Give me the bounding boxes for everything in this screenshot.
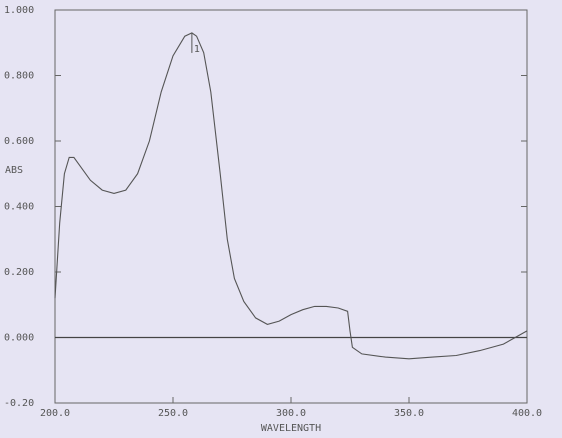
y-tick-label: 0.600 (4, 136, 34, 147)
y-axis-label: ABS (5, 165, 23, 176)
y-tick-label: 0.000 (4, 333, 34, 344)
y-tick-label: -0.20 (4, 398, 34, 409)
y-tick-label: 0.800 (4, 71, 34, 82)
x-axis-label: WAVELENGTH (261, 423, 321, 434)
spectrum-line (54, 32, 528, 360)
y-tick-label: 1.000 (4, 5, 34, 16)
plot-frame (54, 9, 528, 404)
x-tick-label: 400.0 (512, 408, 542, 419)
peak-label: 1 (194, 44, 200, 55)
x-tick-label: 350.0 (394, 408, 424, 419)
x-tick-label: 200.0 (40, 408, 70, 419)
y-tick-label: 0.200 (4, 267, 34, 278)
y-tick-label: 0.400 (4, 202, 34, 213)
x-tick-label: 300.0 (276, 408, 306, 419)
x-tick-label: 250.0 (158, 408, 188, 419)
